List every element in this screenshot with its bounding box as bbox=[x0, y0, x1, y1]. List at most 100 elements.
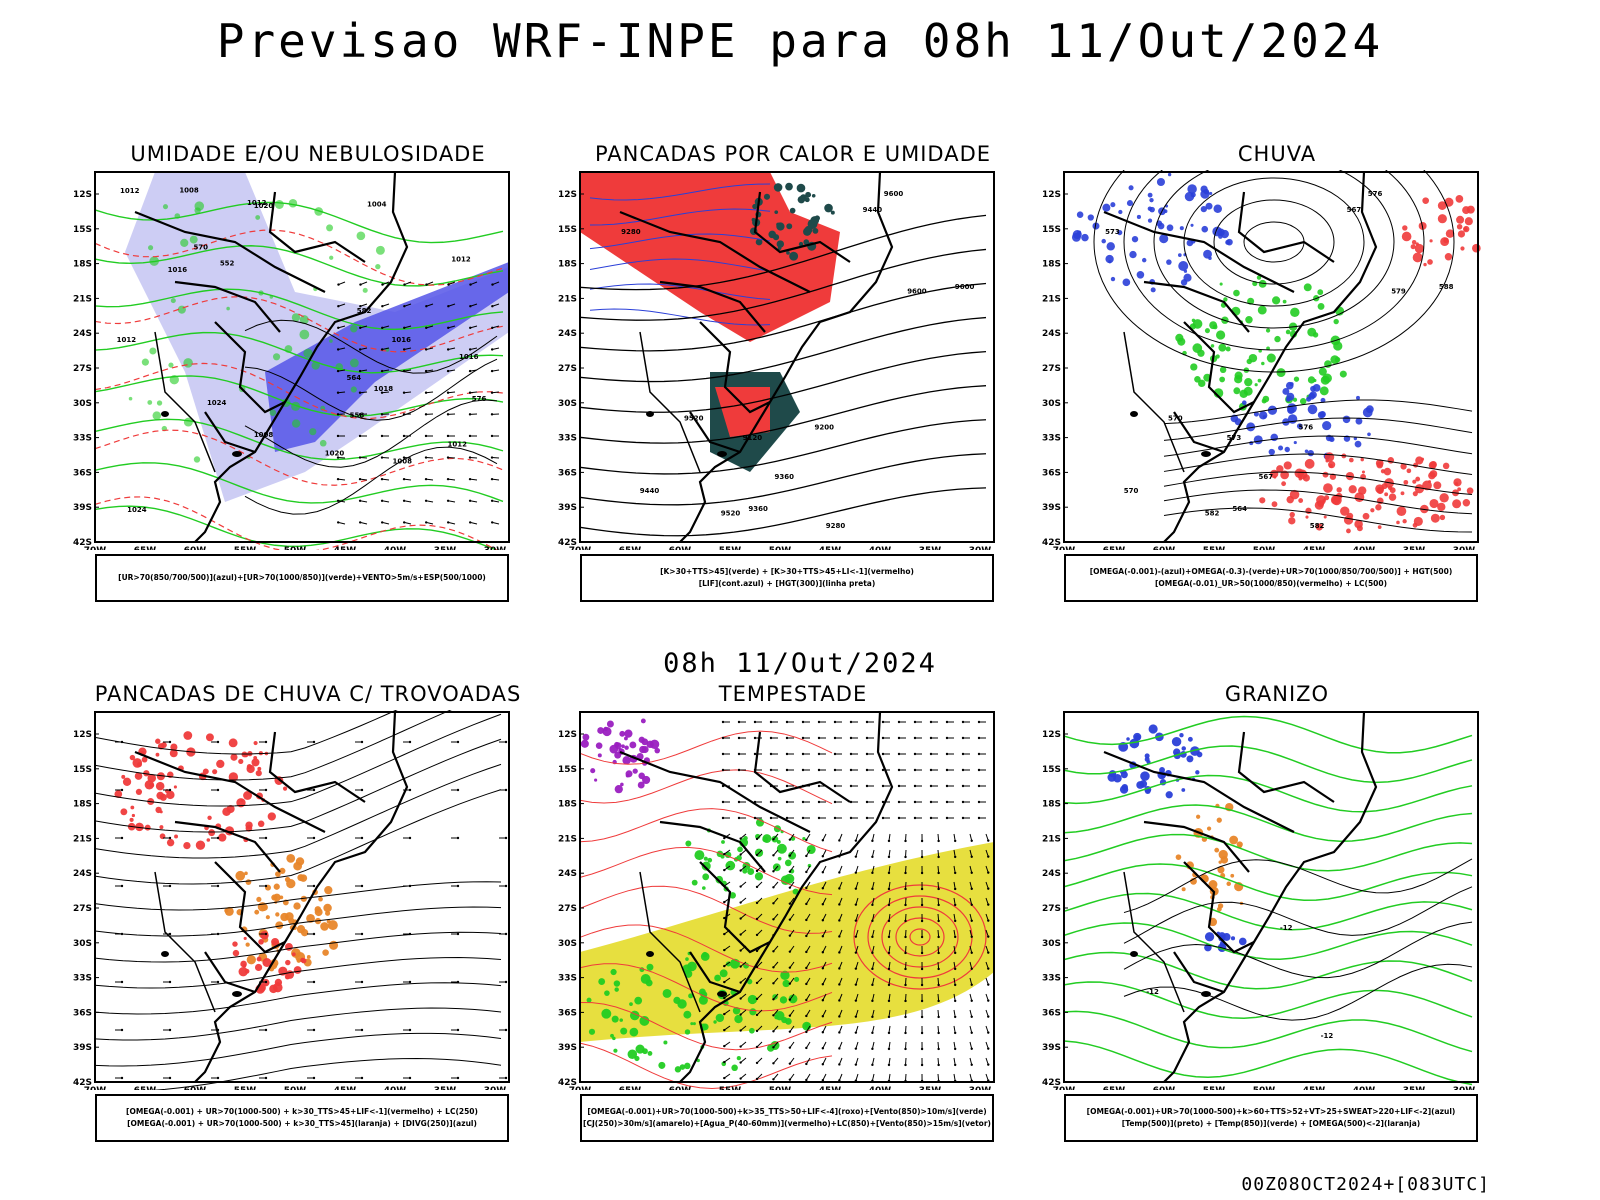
field-speckle bbox=[1427, 259, 1433, 265]
field-speckle bbox=[148, 245, 154, 251]
wind-vector-head bbox=[336, 456, 340, 459]
lat-tick-label: 18S bbox=[558, 260, 577, 270]
wind-vector-head bbox=[865, 752, 869, 756]
wind-vector-head bbox=[904, 999, 907, 1003]
field-speckle bbox=[135, 822, 144, 832]
geopotential-contour bbox=[1123, 170, 1425, 351]
wind-vector-head bbox=[920, 1015, 924, 1019]
wind-vector-head bbox=[913, 736, 917, 740]
wind-vector-head bbox=[904, 871, 907, 875]
field-speckle bbox=[594, 778, 598, 782]
field-speckle bbox=[1444, 253, 1453, 261]
thickness-contour bbox=[94, 429, 504, 486]
lat-tick-label: 39S bbox=[558, 503, 577, 513]
field-speckle bbox=[1181, 887, 1186, 892]
field-speckle bbox=[306, 955, 311, 959]
field-speckle bbox=[243, 791, 252, 800]
wind-vector-head bbox=[788, 1030, 792, 1033]
field-speckle bbox=[244, 871, 248, 876]
field-speckle bbox=[629, 741, 637, 749]
field-speckle bbox=[1159, 766, 1165, 773]
field-speckle bbox=[327, 920, 338, 931]
wind-vector-head bbox=[723, 1044, 726, 1048]
field-speckle bbox=[173, 785, 177, 789]
field-speckle bbox=[128, 396, 133, 401]
wind-vector-head bbox=[929, 768, 933, 772]
wind-vector-head bbox=[468, 413, 472, 416]
field-speckle bbox=[736, 1056, 741, 1061]
wind-vector-head bbox=[788, 950, 792, 953]
lon-tick-label: 70W bbox=[84, 546, 107, 550]
wind-vector-head bbox=[920, 1031, 924, 1035]
field-speckle bbox=[658, 1061, 666, 1069]
field-speckle bbox=[309, 428, 317, 436]
streamline bbox=[151, 1058, 502, 1090]
state-border bbox=[659, 820, 766, 873]
field-speckle bbox=[1323, 483, 1333, 493]
wind-vector-head bbox=[721, 800, 725, 804]
wind-vector-head bbox=[785, 752, 789, 756]
field-speckle bbox=[1348, 485, 1357, 494]
streamline bbox=[94, 763, 502, 859]
contour-label: 576 bbox=[1368, 190, 1383, 198]
wind-vector-head bbox=[504, 932, 508, 936]
state-border bbox=[1237, 191, 1335, 263]
map-frame: 12S 15S 18S 21S 24S 27S 30S 33S 36S 39S 42S70W 65W 6… bbox=[558, 730, 991, 1090]
humidity-contour bbox=[94, 201, 504, 244]
wind-vector-head bbox=[887, 983, 891, 987]
field-speckle bbox=[1464, 217, 1473, 226]
wind-vector-head bbox=[987, 951, 990, 954]
field-speckle bbox=[195, 840, 206, 850]
field-speckle bbox=[1367, 432, 1371, 437]
wind-vector-head bbox=[739, 837, 742, 840]
field-speckle bbox=[114, 790, 123, 798]
wind-vector-head bbox=[854, 951, 858, 954]
lat-tick-label: 27S bbox=[558, 904, 577, 914]
wind-vector-head bbox=[380, 434, 384, 438]
lat-tick-label: 12S bbox=[73, 730, 92, 740]
lon-tick-label: 30W bbox=[1453, 546, 1476, 550]
field-speckle bbox=[254, 909, 260, 915]
contour-label: 1012 bbox=[247, 199, 267, 207]
wind-vector-head bbox=[755, 869, 759, 873]
field-speckle bbox=[1171, 736, 1182, 747]
field-speckle bbox=[319, 439, 327, 447]
wind-vector-head bbox=[403, 326, 406, 330]
field-speckle bbox=[797, 195, 806, 204]
field-speckle bbox=[1414, 243, 1424, 254]
wind-vector-head bbox=[456, 788, 460, 792]
wind-vector-head bbox=[772, 998, 775, 1001]
wind-vector-head bbox=[854, 919, 858, 922]
wind-vector-head bbox=[788, 1078, 792, 1081]
field-speckle bbox=[1457, 487, 1462, 492]
field-speckle bbox=[1266, 353, 1276, 363]
field-speckle bbox=[640, 718, 646, 724]
contour-label: 1024 bbox=[127, 506, 147, 514]
field-speckle bbox=[1317, 289, 1324, 296]
field-speckle bbox=[698, 995, 708, 1005]
field-speckle bbox=[1121, 783, 1128, 791]
field-speckle bbox=[238, 758, 244, 765]
field-speckle bbox=[702, 886, 706, 890]
wind-vector-head bbox=[456, 1076, 460, 1080]
field-speckle bbox=[1319, 411, 1326, 418]
lake-marker bbox=[646, 951, 654, 957]
wind-vector-head bbox=[380, 391, 384, 394]
wind-vector-head bbox=[937, 919, 940, 923]
field-speckle bbox=[245, 942, 250, 947]
wind-vector-head bbox=[953, 1031, 957, 1035]
state-border bbox=[699, 861, 771, 954]
field-speckle bbox=[1195, 770, 1200, 775]
field-speckle bbox=[1225, 346, 1231, 352]
wind-vector-head bbox=[424, 369, 428, 373]
field-speckle bbox=[752, 203, 758, 210]
field-speckle bbox=[1456, 215, 1465, 224]
lif-contour bbox=[589, 208, 771, 226]
legend-box: [OMEGA(-0.001)+UR>70(1000-500)+k>35_TTS>… bbox=[580, 1094, 994, 1142]
wind-vector-head bbox=[337, 305, 340, 308]
field-speckle bbox=[1215, 354, 1220, 359]
wind-vector-head bbox=[865, 736, 869, 740]
wind-vector-head bbox=[469, 283, 472, 286]
field-speckle bbox=[1178, 253, 1182, 257]
wind-vector-head bbox=[805, 870, 808, 874]
